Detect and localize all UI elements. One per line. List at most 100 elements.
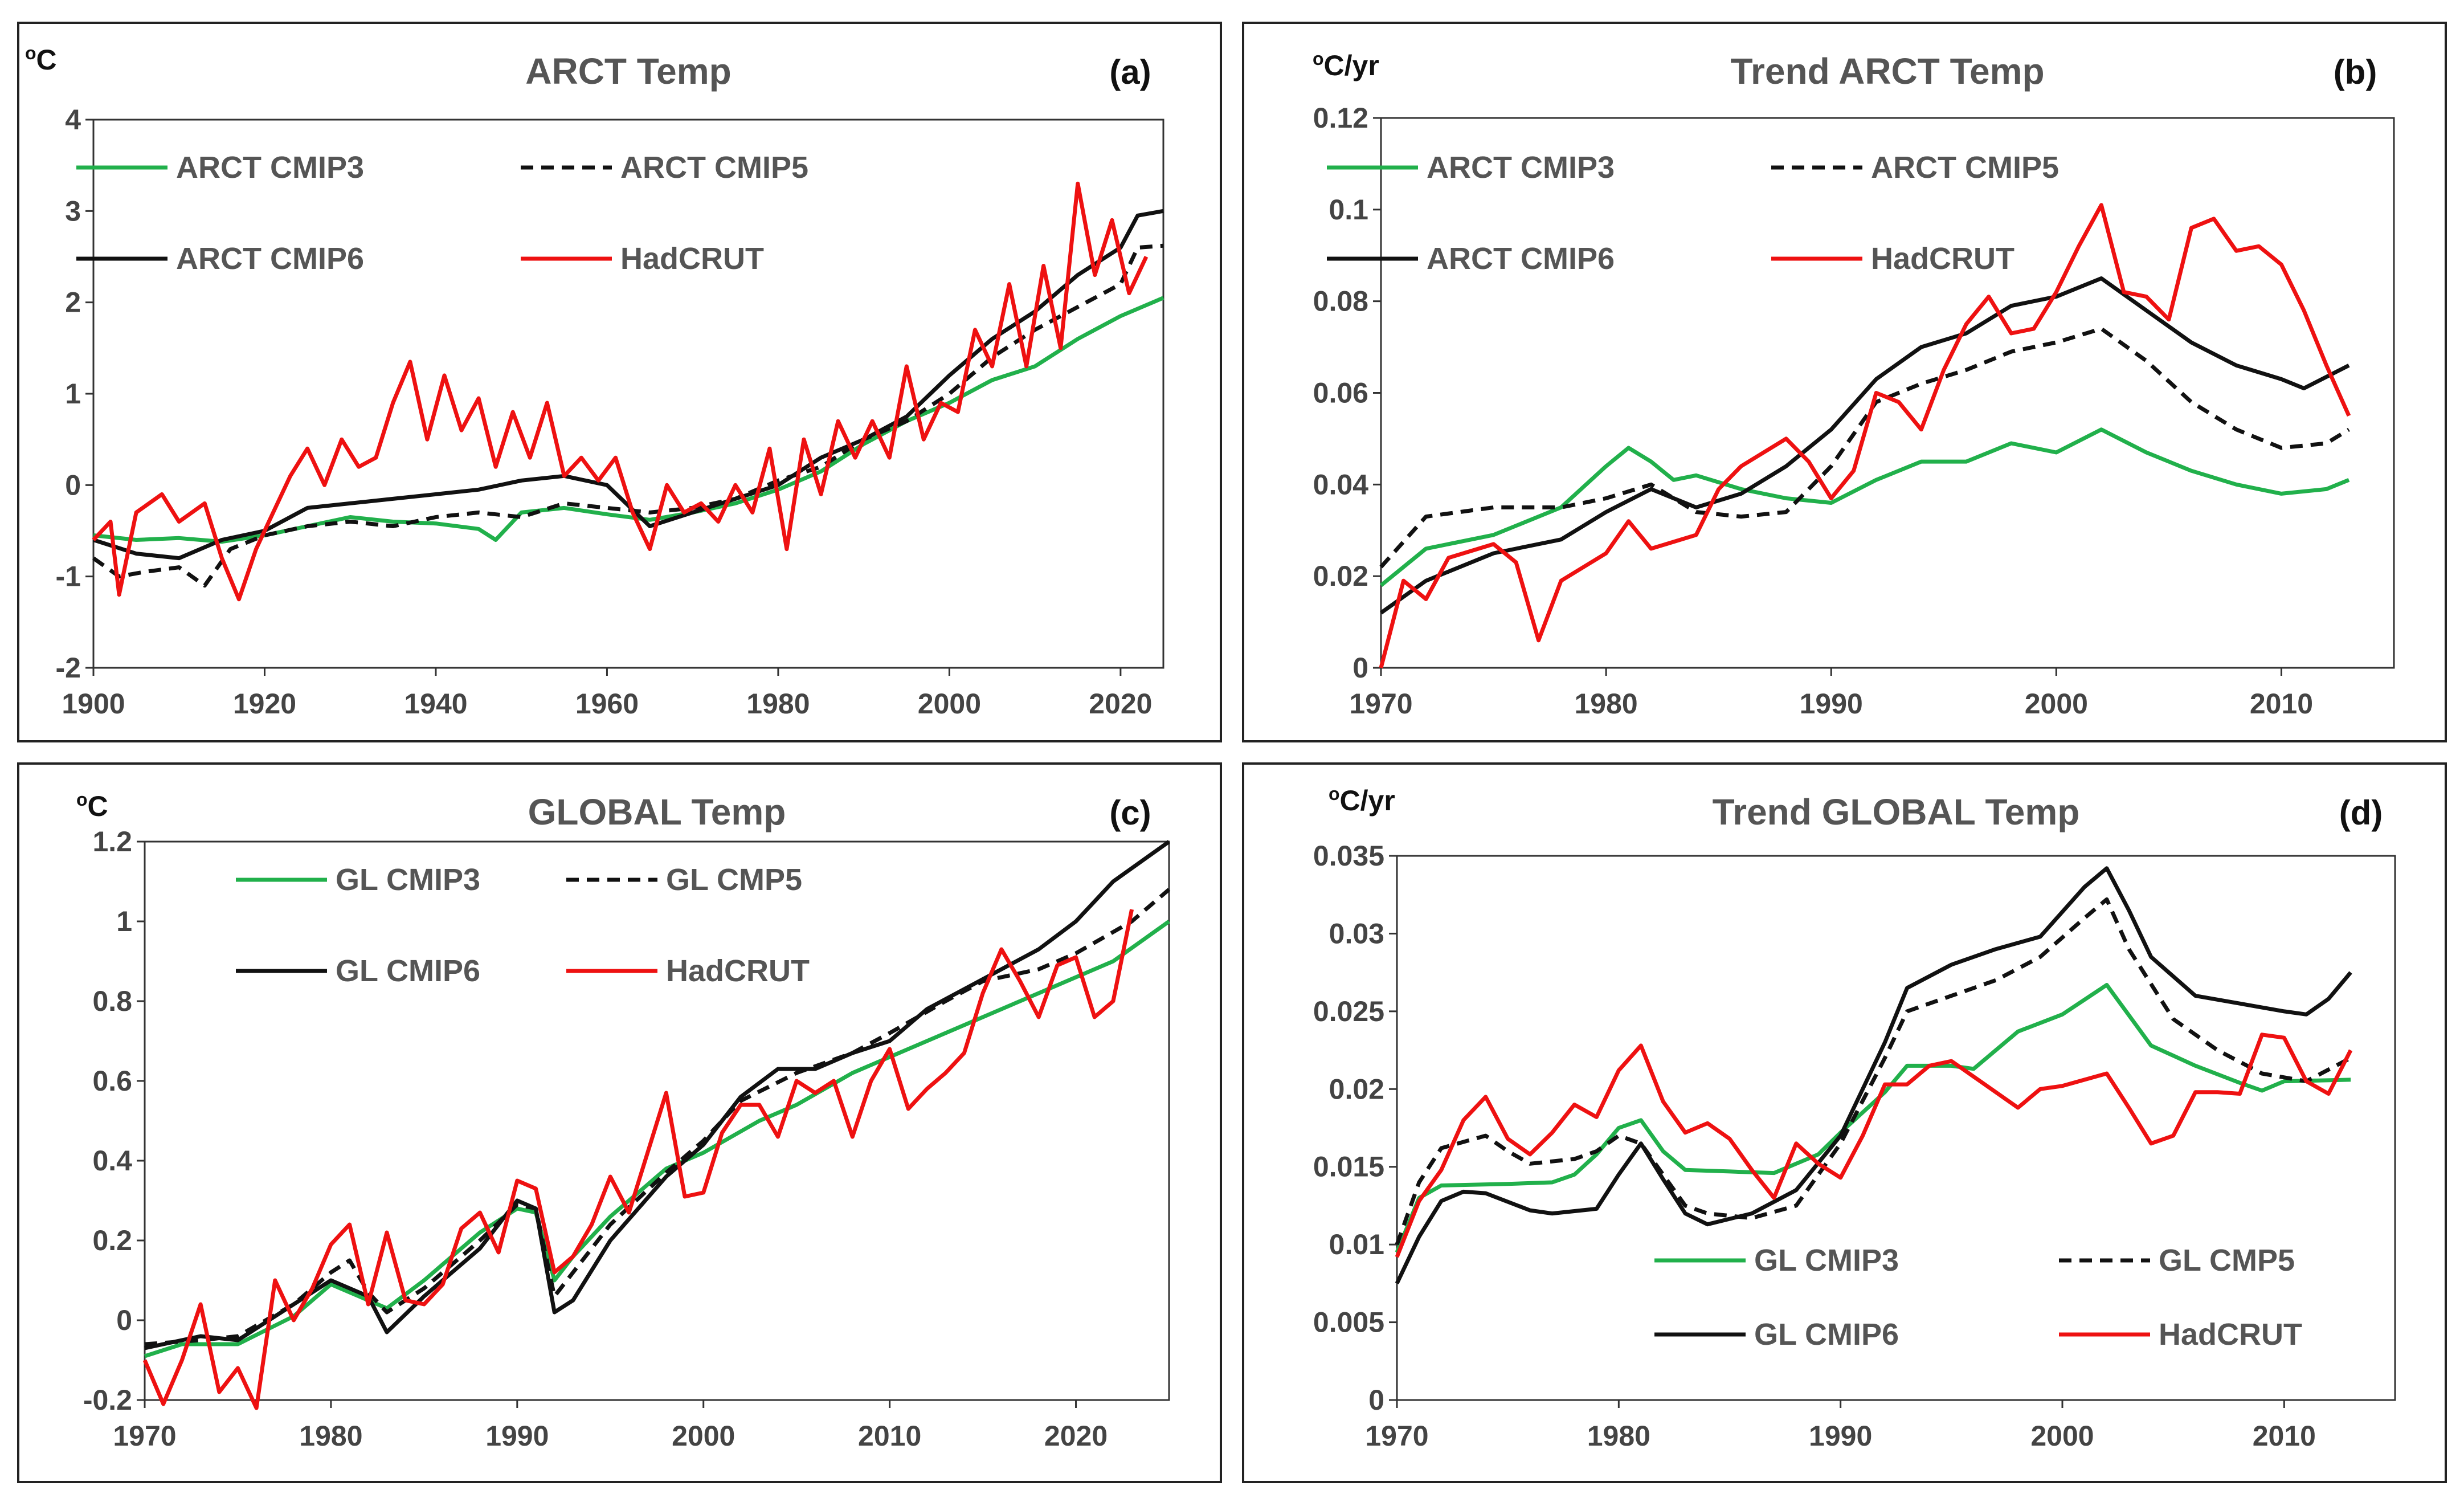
series-line-arct-cmip6 (92, 209, 1164, 561)
x-tick-label: 1980 (1587, 1420, 1650, 1452)
series-line-arct-cmip3 (1379, 427, 2350, 587)
series-line-hadcrut (1395, 1032, 2353, 1258)
series-line-arct-cmip5 (1379, 326, 2350, 569)
x-tick-label: 2000 (918, 688, 981, 720)
y-tick-label: 0.02 (1329, 1073, 1384, 1105)
series-line-arct-cmip6 (1379, 276, 2350, 615)
x-tick-label: 2000 (2025, 688, 2088, 720)
panel-c: GLOBAL Temp (c) oC -0.2 0 0.2 0.4 0.6 0.8 1 1.2 197… (17, 762, 1222, 1483)
y-unit-label: oC (76, 789, 108, 822)
x-tick-label: 1990 (1800, 688, 1863, 720)
legend-label: ARCT CMIP5 (1871, 150, 2059, 185)
x-tick-label: 1990 (1809, 1420, 1872, 1452)
y-tick-label: 0.01 (1329, 1229, 1384, 1260)
chart-title: ARCT Temp (525, 51, 731, 92)
y-tick-label: 0 (65, 469, 81, 501)
y-tick-label: 0.2 (92, 1225, 132, 1256)
y-tick-label: 0.03 (1329, 917, 1384, 949)
legend-label: ARCT CMIP6 (1427, 242, 1615, 276)
legend-label: GL CMP5 (666, 863, 802, 897)
y-tick-label: 1.2 (92, 826, 132, 858)
series-line-gl-cmip3 (144, 920, 1171, 1358)
y-tick-label: 0.8 (92, 985, 132, 1017)
x-tick-label: 1920 (233, 688, 296, 720)
series-line-gl-cmip3 (1395, 983, 2351, 1254)
y-tick-label: 0.06 (1313, 377, 1368, 409)
chart-title: Trend GLOBAL Temp (1713, 791, 2080, 832)
x-tick-label: 2010 (2250, 688, 2313, 720)
legend-label: GL CMIP3 (336, 863, 480, 897)
panel-d: Trend GLOBAL Temp (d) oC/yr 0 0.005 0.01 0.015… (1242, 762, 2447, 1483)
series-line-hadcrut (142, 909, 1134, 1410)
plot-area (1396, 855, 2396, 1401)
y-tick-label: 0.035 (1313, 840, 1384, 872)
legend-label: GL CMIP3 (1754, 1243, 1899, 1278)
series-line-hadcrut (1379, 203, 2351, 668)
y-unit-label: oC (25, 43, 57, 76)
y-tick-label: -2 (56, 652, 81, 684)
x-tick-label: 2010 (2253, 1420, 2316, 1452)
panel-label: (b) (2334, 53, 2377, 91)
x-tick-label: 1960 (575, 688, 639, 720)
x-tick-label: 2020 (1044, 1420, 1108, 1452)
series-line-arct-cmip3 (93, 296, 1164, 544)
x-tick-label: 1970 (1349, 688, 1412, 720)
series-line-gl-cmip6 (144, 840, 1171, 1350)
legend-label: GL CMIP6 (336, 954, 480, 988)
panel-label: (d) (2339, 794, 2383, 832)
y-tick-label: 0.6 (92, 1065, 132, 1097)
legend-label: GL CMIP6 (1754, 1317, 1899, 1352)
x-tick-label: 1970 (113, 1420, 176, 1452)
x-tick-label: 1900 (62, 688, 125, 720)
plot-area (92, 119, 1164, 669)
y-tick-label: -1 (56, 561, 81, 593)
y-unit-label: oC/yr (1313, 48, 1379, 81)
y-tick-label: 0 (116, 1304, 132, 1336)
x-tick-label: 1980 (746, 688, 810, 720)
panel-a: ARCT Temp (a) oC -2 -1 0 1 2 3 4 1900 1920 1940 1960 1… (17, 22, 1222, 742)
y-tick-label: 0.1 (1329, 194, 1368, 226)
series-line-gl-cmip6 (1395, 866, 2352, 1284)
x-tick-label: 2010 (858, 1420, 921, 1452)
y-tick-label: 2 (65, 287, 81, 319)
series-line-hadcrut (92, 181, 1149, 602)
chart-c: GLOBAL Temp (c) oC -0.2 0 0.2 0.4 0.6 0.8 1 1.2 197… (76, 789, 1171, 1452)
legend-label: ARCT CMIP3 (1427, 150, 1615, 185)
panel-label: (c) (1109, 794, 1151, 832)
chart-d: Trend GLOBAL Temp (d) oC/yr 0 0.005 0.01 0.015… (1313, 783, 2396, 1452)
y-tick-label: 1 (65, 378, 81, 410)
x-tick-label: 1980 (1574, 688, 1637, 720)
legend-label: GL CMP5 (2159, 1243, 2295, 1278)
chart-a: ARCT Temp (a) oC -2 -1 0 1 2 3 4 1900 1920 1940 1960 1… (25, 43, 1164, 720)
legend-label: ARCT CMIP5 (620, 150, 808, 185)
y-tick-label: 0.08 (1313, 285, 1368, 317)
y-tick-label: 0.12 (1313, 102, 1368, 134)
y-tick-label: 0.04 (1313, 468, 1369, 500)
x-tick-label: 1970 (1365, 1420, 1428, 1452)
plot-area (144, 840, 1170, 1401)
y-tick-label: 0.015 (1313, 1151, 1384, 1183)
chart-title: Trend ARCT Temp (1730, 51, 2044, 92)
y-tick-label: 1 (116, 905, 132, 937)
y-tick-label: 0.005 (1313, 1307, 1384, 1338)
chart-b: Trend ARCT Temp (b) oC/yr 0 0.02 0.04 0.06 0.08… (1313, 48, 2395, 720)
x-tick-label: 2020 (1089, 688, 1152, 720)
y-tick-label: 0.025 (1313, 995, 1384, 1027)
legend-label: HadCRUT (620, 242, 764, 276)
y-tick-label: 4 (65, 104, 81, 136)
x-tick-label: 1980 (299, 1420, 362, 1452)
legend-label: ARCT CMIP3 (176, 150, 364, 185)
chart-title: GLOBAL Temp (528, 791, 786, 832)
y-tick-label: 0.4 (92, 1145, 132, 1177)
y-tick-label: -0.2 (83, 1384, 132, 1416)
plot-area (1380, 117, 2395, 669)
x-tick-label: 1990 (485, 1420, 549, 1452)
legend-label: ARCT CMIP6 (176, 242, 364, 276)
y-tick-label: 0 (1368, 1384, 1384, 1416)
legend-label: HadCRUT (2159, 1317, 2302, 1352)
x-tick-label: 1940 (404, 688, 467, 720)
x-tick-label: 2000 (2030, 1420, 2094, 1452)
legend-label: HadCRUT (1871, 242, 2014, 276)
legend-label: HadCRUT (666, 954, 810, 988)
x-tick-label: 2000 (672, 1420, 735, 1452)
